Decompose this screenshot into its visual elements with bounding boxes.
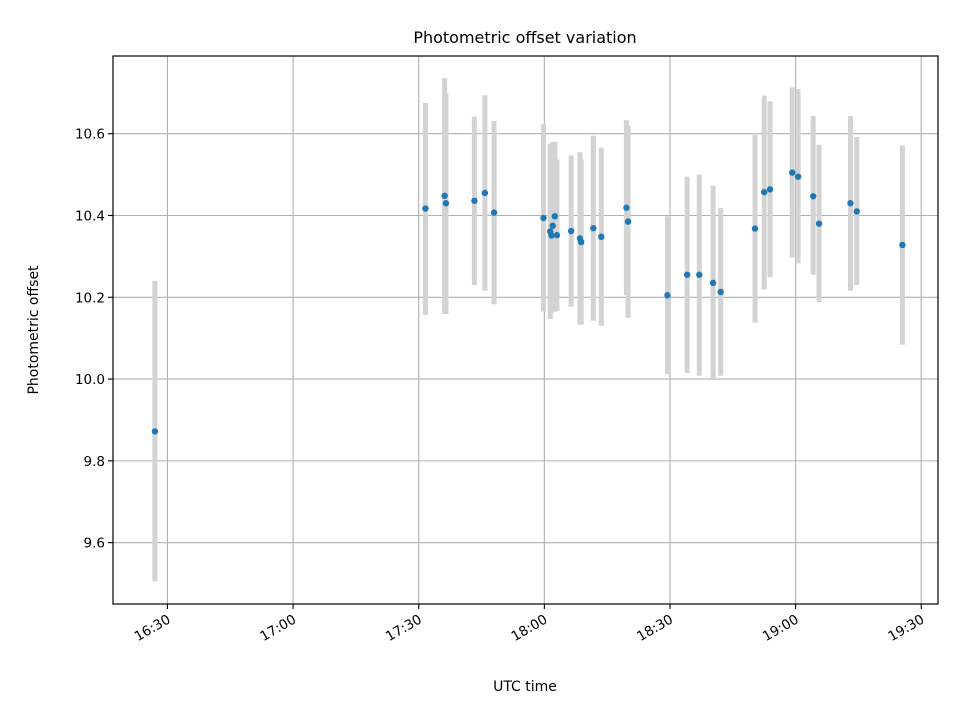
data-point <box>899 241 906 249</box>
data-point <box>471 197 478 204</box>
y-tick-label: 9.8 <box>84 454 105 470</box>
data-point <box>549 222 556 229</box>
data-point <box>766 186 774 193</box>
data-point <box>567 227 575 235</box>
data-points <box>151 169 906 435</box>
data-point <box>810 193 817 200</box>
data-point <box>481 189 489 197</box>
data-point <box>441 192 448 200</box>
plot-frame <box>112 55 939 605</box>
data-point <box>794 173 802 180</box>
data-point <box>598 233 605 240</box>
y-tick-label: 9.6 <box>84 536 105 552</box>
data-point <box>548 232 555 239</box>
x-axis-label: UTC time <box>493 679 557 695</box>
data-point <box>590 224 597 232</box>
y-tick-label: 10.0 <box>75 372 105 388</box>
y-axis: 9.6 9.8 10.0 10.2 10.4 10.6 <box>75 127 113 552</box>
data-point <box>624 218 632 225</box>
data-point <box>815 220 823 227</box>
y-axis-label: Photometric offset <box>26 265 42 395</box>
data-point <box>683 271 691 278</box>
data-point <box>717 288 724 296</box>
chart-title: Photometric offset variation <box>413 28 636 47</box>
data-point <box>442 200 450 207</box>
data-point <box>847 200 854 207</box>
data-point <box>664 292 671 299</box>
y-tick-label: 10.6 <box>75 127 105 143</box>
data-point <box>553 231 561 239</box>
data-point <box>490 209 498 216</box>
data-point <box>577 238 585 246</box>
data-point <box>761 188 768 196</box>
data-point <box>151 428 159 435</box>
data-point <box>422 205 429 212</box>
data-point <box>709 279 717 287</box>
data-point <box>623 204 630 211</box>
data-point <box>540 214 547 222</box>
y-tick-label: 10.4 <box>75 208 105 224</box>
data-point <box>789 169 796 176</box>
data-point <box>551 213 559 220</box>
data-point <box>696 271 703 278</box>
data-point <box>853 208 860 215</box>
data-point <box>751 225 759 232</box>
y-tick-label: 10.2 <box>75 290 105 306</box>
